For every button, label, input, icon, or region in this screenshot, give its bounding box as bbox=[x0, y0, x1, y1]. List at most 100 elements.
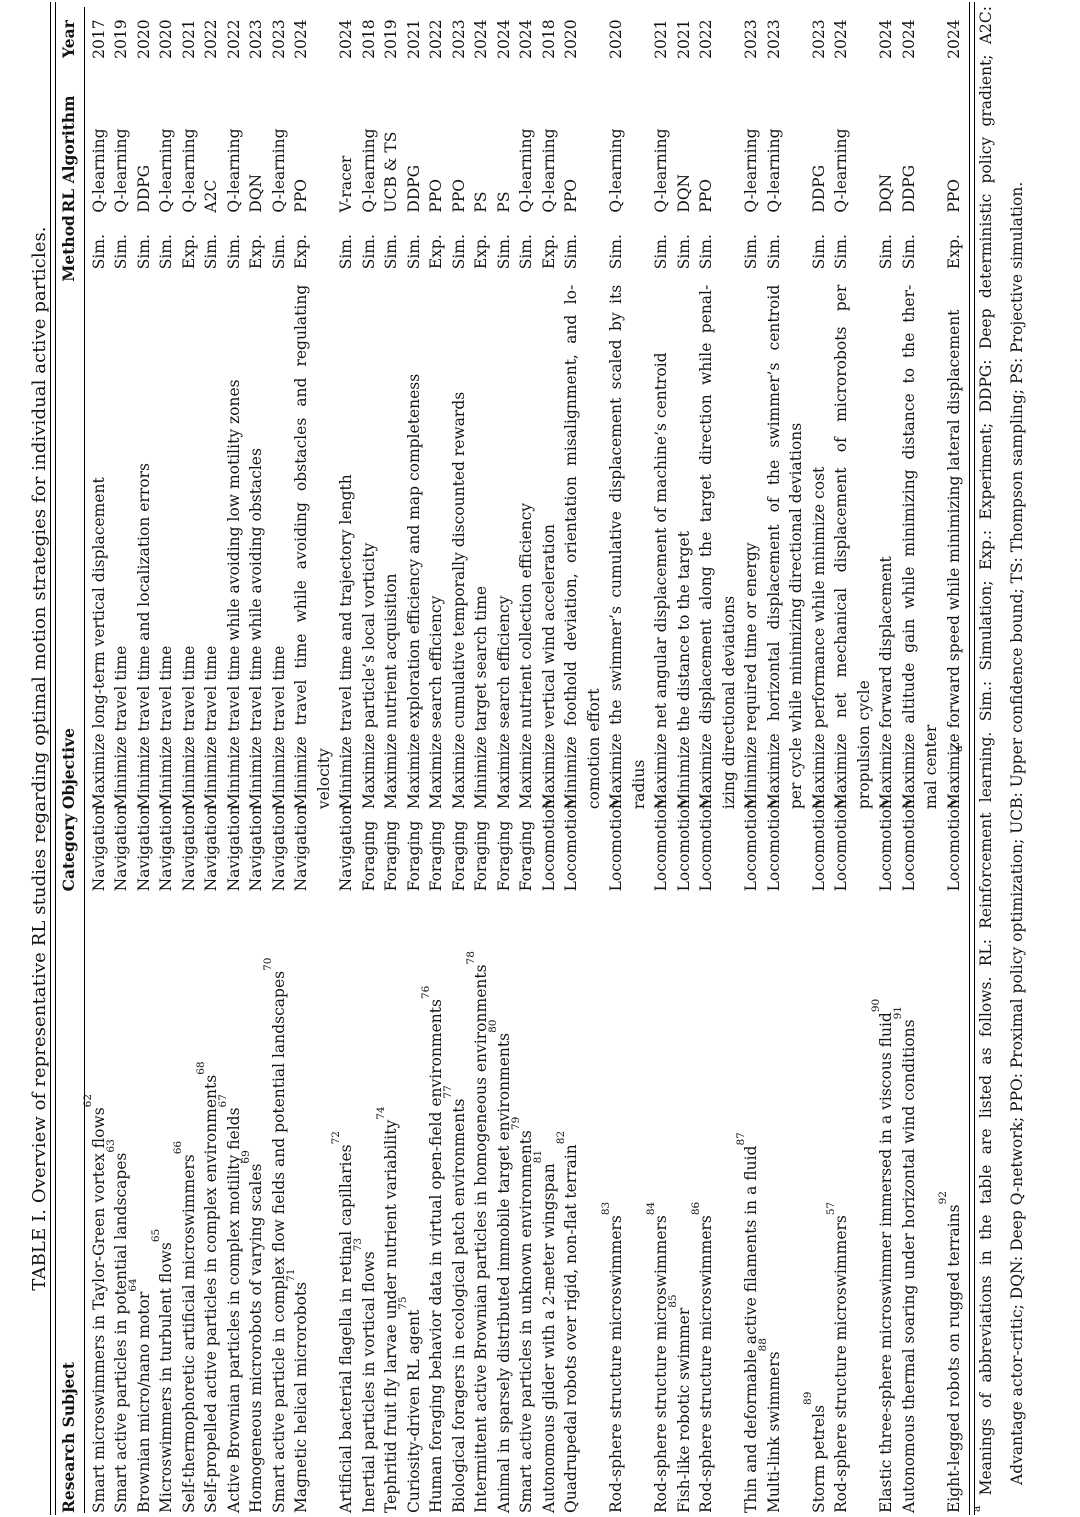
objective-line: Maximize net mechanical displacement of … bbox=[832, 284, 850, 810]
table-row: Smart microswimmers in Taylor-Green vort… bbox=[82, 7, 110, 1513]
cell-year: 2022 bbox=[202, 19, 220, 59]
objective-line: Minimize travel time bbox=[112, 645, 130, 810]
cell-research-subject: Rod-sphere structure microswimmers86 bbox=[690, 893, 740, 1513]
reference-superscript: 70 bbox=[262, 957, 275, 971]
cell-rl-algorithm: Q-learning bbox=[539, 128, 558, 213]
objective-line: mal center bbox=[922, 724, 940, 810]
cell-method: Sim. bbox=[562, 234, 580, 270]
cell-year: 2020 bbox=[562, 19, 580, 59]
cell-rl-algorithm: Q-learning bbox=[832, 128, 850, 213]
cell-method: Exp. bbox=[472, 234, 490, 270]
cell-rl-algorithm: PS bbox=[494, 191, 513, 213]
cell-year: 2022 bbox=[697, 19, 715, 59]
table-row: Storm petrels89 Locomotion Maximize perf… bbox=[802, 7, 831, 1513]
reference-superscript: 74 bbox=[374, 1106, 387, 1120]
table-top-rule-inner bbox=[54, 2, 57, 1515]
cell-category: Navigation bbox=[224, 805, 243, 892]
objective-line: Maximize particle’s local vorticity bbox=[359, 542, 378, 810]
cell-objective: Minimize target search time bbox=[470, 282, 493, 809]
objective-line: Maximize performance while minimize cost bbox=[809, 466, 828, 810]
reference-superscript: 78 bbox=[464, 951, 477, 965]
objective-line: Maximize cumulative temporally discounte… bbox=[449, 391, 468, 810]
reference-superscript: 66 bbox=[172, 1140, 185, 1155]
subject-text: Biological foragers in ecological patch … bbox=[449, 1098, 468, 1513]
cell-objective: Minimize travel time bbox=[178, 282, 201, 809]
cell-rl-algorithm: PPO bbox=[944, 179, 963, 213]
cell-year: 2023 bbox=[247, 19, 265, 59]
objective-line: izing directional deviations bbox=[719, 595, 738, 810]
cell-category: Locomotion bbox=[674, 799, 693, 892]
reference-superscript: 80 bbox=[487, 1019, 500, 1033]
cell-research-subject: Self-propelled active particles in compl… bbox=[195, 893, 223, 1513]
cell-rl-algorithm: Q-learning bbox=[607, 128, 625, 213]
cell-research-subject: Brownian micro/nano motor64 bbox=[127, 893, 156, 1513]
objective-line: Minimize travel time while avoiding low … bbox=[224, 379, 243, 810]
cell-category: Navigation bbox=[269, 805, 288, 892]
reference-superscript: 63 bbox=[104, 1139, 117, 1153]
cell-method: Sim. bbox=[224, 234, 243, 270]
cell-research-subject: Smart active particle in complex flow fi… bbox=[262, 893, 291, 1513]
cell-rl-algorithm: Q-learning bbox=[224, 128, 243, 213]
cell-method: Sim. bbox=[899, 234, 918, 270]
subject-text: Brownian micro/nano motor bbox=[134, 1291, 153, 1513]
cell-rl-algorithm: Q-learning bbox=[157, 128, 175, 213]
objective-line: Maximize exploration efficiency and map … bbox=[404, 373, 423, 810]
cell-category: Navigation bbox=[202, 805, 220, 892]
cell-year: 2023 bbox=[809, 19, 828, 59]
subject-text: Rod-sphere structure microswimmers bbox=[652, 1215, 670, 1513]
cell-objective: Maximize forward speed while minimizing … bbox=[943, 282, 966, 810]
cell-rl-algorithm: Q-learning bbox=[112, 128, 130, 213]
cell-objective: Maximize vertical wind acceleration bbox=[538, 282, 561, 809]
cell-method: Sim. bbox=[134, 234, 153, 270]
cell-category: Locomotion bbox=[877, 799, 895, 892]
cell-method: Sim. bbox=[832, 234, 850, 270]
cell-research-subject: Active Brownian particles in complex mot… bbox=[217, 893, 246, 1513]
cell-year: 2023 bbox=[764, 19, 783, 59]
subject-text: Active Brownian particles in complex mot… bbox=[224, 1107, 243, 1513]
objective-line: Minimize travel time bbox=[157, 645, 175, 810]
cell-rl-algorithm: DQN bbox=[247, 173, 265, 213]
cell-research-subject: Multi-link swimmers88 bbox=[757, 893, 808, 1513]
reference-superscript: 62 bbox=[82, 1093, 95, 1108]
cell-research-subject: Self-thermophoretic artificial microswim… bbox=[172, 893, 201, 1513]
table-row: Human foraging behavior data in virtual … bbox=[420, 7, 448, 1513]
cell-objective: Maximize search efficiency bbox=[493, 282, 516, 809]
subject-text: Tephritid fruit fly larvae under nutrien… bbox=[382, 1119, 400, 1513]
cell-research-subject: Autonomous glider with a 2-meter wingspa… bbox=[532, 893, 561, 1513]
cell-research-subject: Smart microswimmers in Taylor-Green vort… bbox=[82, 893, 110, 1513]
table-row: Rod-sphere structure microswimmers83 Loc… bbox=[600, 7, 650, 1513]
table-row: Microswimmers in turbulent flows65 Navig… bbox=[150, 7, 178, 1513]
header-category: Category bbox=[57, 809, 84, 894]
subject-text: Fish-like robotic swimmer bbox=[674, 1307, 693, 1513]
cell-objective: Maximize exploration efficiency and map … bbox=[403, 282, 426, 809]
cell-rl-algorithm: Q-learning bbox=[179, 128, 198, 213]
cell-rl-algorithm: DDPG bbox=[404, 164, 423, 213]
cell-objective: Maximize nutrient collection efficiency bbox=[515, 282, 538, 809]
table-row: Smart active particle in complex flow fi… bbox=[262, 7, 291, 1513]
cell-research-subject: Rod-sphere structure microswimmers57 bbox=[825, 893, 875, 1513]
cell-year: 2021 bbox=[179, 19, 198, 59]
cell-year: 2022 bbox=[427, 19, 445, 59]
cell-method: Sim. bbox=[202, 234, 220, 270]
reference-superscript: 69 bbox=[239, 1150, 252, 1164]
table-row: Autonomous glider with a 2-meter wingspa… bbox=[532, 7, 561, 1513]
cell-objective: Maximize net angular displacement of mac… bbox=[650, 282, 673, 809]
cell-method: Sim. bbox=[674, 234, 693, 270]
reference-superscript: 90 bbox=[869, 998, 882, 1013]
cell-method: Sim. bbox=[809, 234, 828, 270]
objective-line: Maximize horizontal displacement of the … bbox=[764, 284, 783, 810]
cell-method: Sim. bbox=[494, 234, 513, 270]
table-row: Tephritid fruit fly larvae under nutrien… bbox=[375, 7, 403, 1513]
cell-rl-algorithm: Q-learning bbox=[742, 128, 760, 213]
cell-method: Exp. bbox=[247, 234, 265, 270]
cell-category: Locomotion bbox=[899, 799, 918, 892]
cell-rl-algorithm: Q-learning bbox=[517, 128, 535, 213]
cell-method: Sim. bbox=[652, 234, 670, 270]
table-row: Multi-link swimmers88 Locomotion Maximiz… bbox=[757, 7, 808, 1513]
cell-research-subject: Quadrupedal robots over rigid, non-flat … bbox=[555, 893, 605, 1513]
objective-line: Minimize travel time while avoiding obst… bbox=[247, 448, 265, 810]
cell-objective: Maximize displacement along the target d… bbox=[695, 282, 740, 809]
subject-text: Human foraging behavior data in virtual … bbox=[427, 999, 445, 1513]
table-row: Animal in sparsely distributed immobile … bbox=[487, 7, 516, 1513]
